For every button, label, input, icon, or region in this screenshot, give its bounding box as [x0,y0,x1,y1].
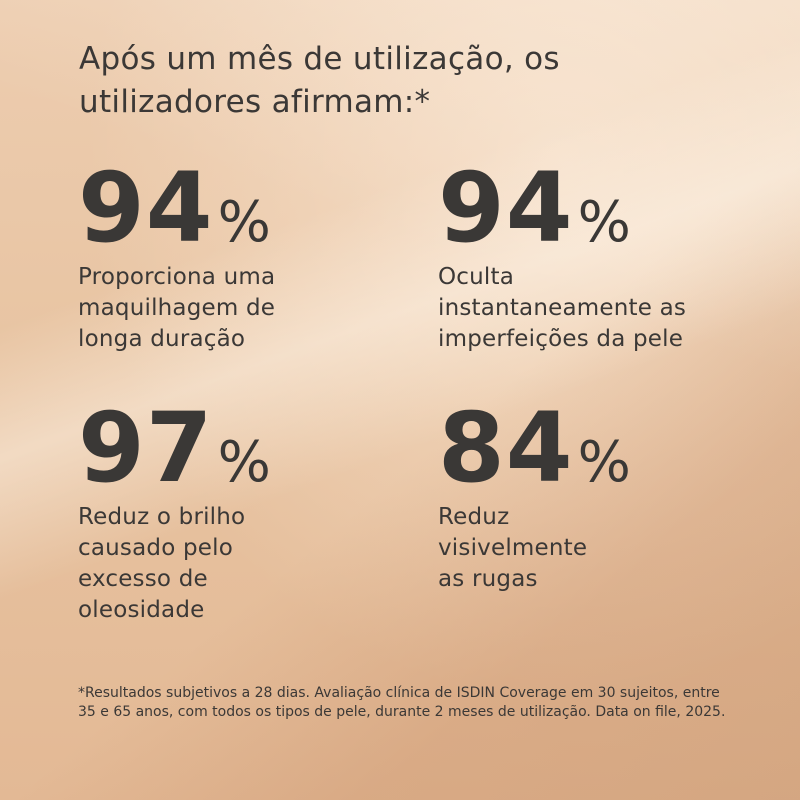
stat-block: 94 % Oculta instantaneamente as imperfei… [438,152,758,355]
percent-sign: % [577,430,631,495]
stat-number: 97 % [78,392,378,504]
stat-description: Proporciona uma maquilhagem de longa dur… [78,264,276,352]
percent-sign: % [217,430,271,495]
percent-sign: % [577,190,631,255]
stat-number: 94 % [438,152,758,264]
stat-block: 84 % Reduz visivelmente as rugas [438,392,758,595]
stat-value: 97 [78,392,214,504]
headline: Após um mês de utilização, os utilizador… [79,41,560,120]
stat-description: Oculta instantaneamente as imperfeições … [438,264,687,352]
stat-block: 97 % Reduz o brilho causado pelo excesso… [78,392,378,626]
stat-number: 84 % [438,392,758,504]
stat-block: 94 % Proporciona uma maquilhagem de long… [78,152,378,355]
stat-number: 94 % [78,152,378,264]
stat-value: 94 [438,152,574,264]
percent-sign: % [217,190,271,255]
stat-value: 94 [78,152,214,264]
footnote: *Resultados subjetivos a 28 dias. Avalia… [78,685,726,720]
stat-description: Reduz visivelmente as rugas [438,504,588,592]
stat-description: Reduz o brilho causado pelo excesso de o… [78,504,246,623]
stat-value: 84 [438,392,574,504]
